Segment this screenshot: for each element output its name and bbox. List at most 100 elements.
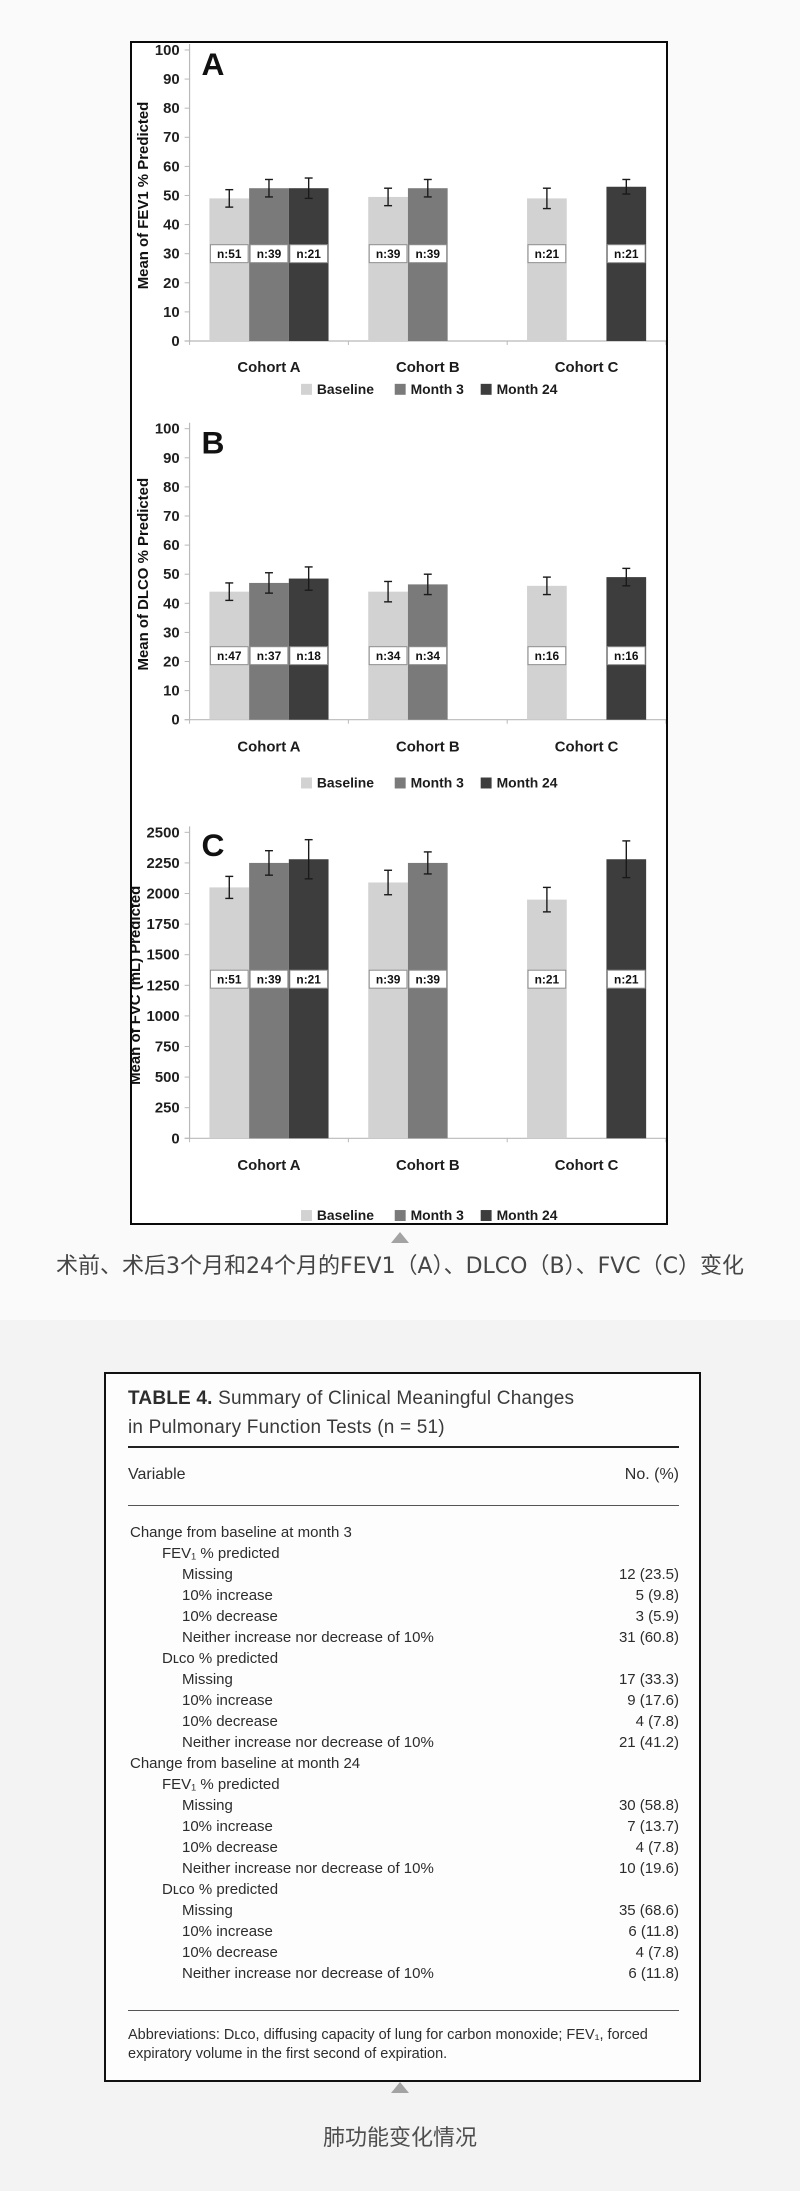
table-row: 10% decrease 4 (7.8) bbox=[128, 1942, 679, 1963]
bar bbox=[368, 882, 408, 1139]
table-row: 10% increase 5 (9.8) bbox=[128, 1585, 679, 1606]
y-tick-label: 10 bbox=[163, 305, 180, 321]
legend-label: Baseline bbox=[317, 774, 374, 790]
row-label: 10% decrease bbox=[182, 1713, 278, 1730]
table-row: Missing 30 (58.8) bbox=[128, 1795, 679, 1816]
y-axis-title: Mean of FVC (mL) Predicted bbox=[132, 886, 144, 1085]
n-label-box bbox=[368, 244, 408, 264]
n-label-box bbox=[289, 969, 329, 989]
table-row: FEV₁ % predicted bbox=[128, 1774, 679, 1795]
n-label-box bbox=[606, 969, 646, 989]
table-row: Change from baseline at month 3 bbox=[128, 1522, 679, 1543]
table-row: 10% increase 6 (11.8) bbox=[128, 1921, 679, 1942]
n-label: n:34 bbox=[376, 649, 401, 663]
chart-panel-B: 0 10 20 30 40 50 60 70 80 90 100 Mean of DLCO % Pre… bbox=[136, 422, 666, 790]
bar bbox=[288, 188, 329, 341]
table-row: 10% increase 7 (13.7) bbox=[128, 1816, 679, 1837]
row-value: 12 (23.5) bbox=[618, 1566, 679, 1583]
n-label: n:34 bbox=[416, 649, 441, 663]
category-label: Cohort B bbox=[396, 740, 460, 756]
bar bbox=[407, 188, 448, 341]
n-label: n:18 bbox=[296, 649, 321, 663]
n-label: n:39 bbox=[257, 247, 282, 261]
n-label: n:16 bbox=[614, 649, 639, 663]
n-label-box bbox=[408, 969, 448, 989]
bar bbox=[527, 198, 567, 341]
y-tick-label: 70 bbox=[163, 130, 180, 146]
legend-swatch bbox=[301, 383, 312, 395]
row-value: 5 (9.8) bbox=[635, 1587, 679, 1604]
y-tick-label: 40 bbox=[163, 218, 180, 234]
bar bbox=[407, 862, 448, 1139]
row-label: FEV₁ % predicted bbox=[162, 1545, 280, 1562]
legend-swatch bbox=[480, 383, 492, 395]
n-label: n:47 bbox=[217, 649, 242, 663]
n-label: n:39 bbox=[257, 973, 282, 987]
y-tick-label: 2500 bbox=[147, 825, 180, 841]
row-label: Change from baseline at month 24 bbox=[130, 1755, 361, 1772]
bar bbox=[527, 899, 567, 1139]
row-label: Neither increase nor decrease of 10% bbox=[182, 1734, 434, 1751]
n-label: n:37 bbox=[257, 649, 282, 663]
n-label-box bbox=[209, 244, 249, 264]
table-row: Neither increase nor decrease of 10% 6 (1… bbox=[128, 1963, 679, 1984]
row-label: FEV₁ % predicted bbox=[162, 1776, 280, 1793]
table-row: Neither increase nor decrease of 10% 10 (… bbox=[128, 1858, 679, 1879]
y-tick-label: 20 bbox=[163, 276, 180, 292]
table-row: 10% decrease 4 (7.8) bbox=[128, 1837, 679, 1858]
y-tick-label: 60 bbox=[163, 159, 180, 175]
y-tick-label: 80 bbox=[163, 480, 180, 496]
y-axis-title: Mean of FEV1 % Predicted bbox=[136, 102, 152, 290]
n-label: n:39 bbox=[416, 973, 441, 987]
column-header-no-pct: No. (%) bbox=[624, 1466, 679, 1483]
n-label: n:39 bbox=[416, 247, 441, 261]
legend-swatch bbox=[301, 777, 312, 789]
legend-label: Baseline bbox=[317, 381, 374, 397]
y-tick-label: 500 bbox=[155, 1070, 180, 1086]
n-label-box bbox=[289, 646, 329, 666]
n-label: n:21 bbox=[614, 973, 639, 987]
n-label-box bbox=[249, 244, 289, 264]
row-value: 4 (7.8) bbox=[635, 1713, 679, 1730]
y-tick-label: 750 bbox=[155, 1039, 180, 1055]
n-label: n:21 bbox=[296, 973, 321, 987]
row-label: Neither increase nor decrease of 10% bbox=[182, 1629, 434, 1646]
n-label-box bbox=[368, 646, 408, 666]
table-row: Neither increase nor decrease of 10% 31 (… bbox=[128, 1627, 679, 1648]
row-value: 35 (68.6) bbox=[618, 1902, 679, 1919]
y-tick-label: 50 bbox=[163, 188, 180, 204]
n-label-box bbox=[249, 969, 289, 989]
row-value: 30 (58.8) bbox=[618, 1797, 679, 1814]
y-tick-label: 70 bbox=[163, 509, 180, 525]
row-label: 10% decrease bbox=[182, 1944, 278, 1961]
legend-label: Month 3 bbox=[411, 1207, 464, 1223]
table-row: Change from baseline at month 24 bbox=[128, 1753, 679, 1774]
category-label: Cohort A bbox=[237, 1158, 300, 1174]
n-label-box bbox=[209, 969, 249, 989]
n-label: n:51 bbox=[217, 973, 242, 987]
y-tick-label: 2000 bbox=[147, 886, 180, 902]
y-tick-label: 2250 bbox=[147, 856, 180, 872]
row-label: 10% increase bbox=[182, 1692, 273, 1709]
y-axis-title: Mean of DLCO % Predicted bbox=[136, 478, 152, 671]
n-label-box bbox=[289, 244, 329, 264]
bar bbox=[249, 188, 289, 341]
legend-label: Month 3 bbox=[411, 774, 464, 790]
n-label: n:21 bbox=[614, 247, 639, 261]
y-tick-label: 30 bbox=[163, 247, 180, 263]
table-row: Neither increase nor decrease of 10% 21 (… bbox=[128, 1732, 679, 1753]
chart-panel-C: 0 250 500 750 1000 1250 1500 1750 2000 2250 2500 Me… bbox=[132, 825, 666, 1223]
table-row: Dʟᴄᴏ % predicted bbox=[128, 1648, 679, 1669]
legend-swatch bbox=[394, 383, 406, 395]
category-label: Cohort C bbox=[555, 740, 619, 756]
row-label: 10% increase bbox=[182, 1818, 273, 1835]
row-value: 7 (13.7) bbox=[627, 1818, 679, 1835]
panel-letter: A bbox=[201, 46, 224, 82]
n-label-box bbox=[368, 969, 408, 989]
table-row: FEV₁ % predicted bbox=[128, 1543, 679, 1564]
bar bbox=[606, 859, 647, 1139]
y-tick-label: 30 bbox=[163, 625, 180, 641]
header-rule bbox=[128, 1505, 679, 1506]
n-label-box bbox=[408, 646, 448, 666]
